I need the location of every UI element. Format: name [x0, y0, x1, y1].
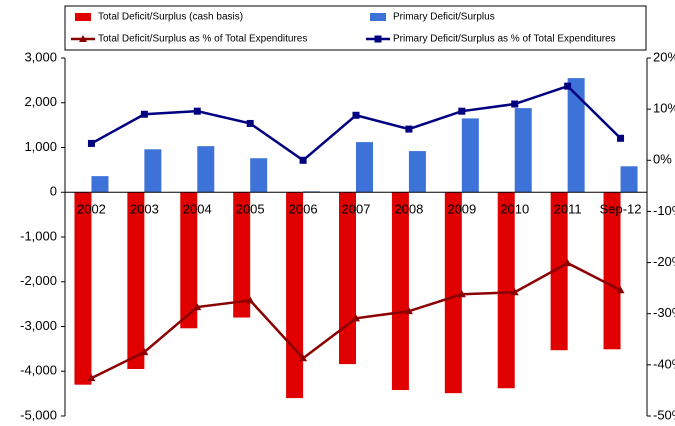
marker	[405, 125, 413, 133]
x-tick-label: 2003	[130, 202, 159, 217]
legend-label: Total Deficit/Surplus as % of Total Expe…	[98, 34, 307, 45]
marker	[563, 259, 572, 267]
bar	[620, 166, 638, 193]
bar	[603, 192, 621, 350]
y2-tick-label: -10%	[653, 203, 675, 218]
marker	[87, 374, 96, 382]
legend-box	[64, 5, 647, 51]
bar	[408, 151, 426, 193]
x-tick-label: 2005	[236, 202, 265, 217]
bar	[514, 108, 532, 193]
marker	[299, 354, 308, 362]
y2-tick-label: -50%	[653, 407, 675, 422]
marker	[352, 111, 360, 119]
marker	[564, 82, 572, 90]
legend-label: Primary Deficit/Surplus	[393, 12, 495, 23]
y2-tick-label: 10%	[653, 101, 675, 116]
marker	[140, 348, 149, 356]
legend-marker	[79, 35, 87, 42]
bar	[91, 176, 109, 193]
bar	[197, 146, 215, 193]
bar	[356, 142, 373, 193]
x-tick-label: 2009	[447, 202, 476, 217]
bar	[391, 192, 409, 391]
y-tick-label: 0	[50, 184, 57, 199]
legend-swatch	[75, 13, 91, 21]
bar	[144, 149, 162, 193]
marker	[246, 119, 254, 127]
legend-marker	[374, 35, 382, 43]
x-tick-label: 2002	[77, 202, 106, 217]
y-tick-label: -2,000	[20, 273, 57, 288]
y2-tick-label: -40%	[653, 356, 675, 371]
marker	[299, 156, 307, 164]
legend-label: Total Deficit/Surplus (cash basis)	[98, 12, 243, 23]
bar	[550, 192, 568, 351]
bar	[127, 192, 145, 370]
bar	[180, 192, 198, 329]
y2-tick-label: -20%	[653, 254, 675, 269]
bar	[250, 158, 268, 193]
marker	[617, 134, 625, 142]
bar	[497, 192, 515, 389]
bar	[339, 192, 356, 365]
marker	[193, 303, 202, 311]
marker	[246, 296, 255, 304]
marker	[87, 139, 95, 147]
bar	[567, 78, 585, 193]
legend-swatch	[370, 13, 386, 21]
marker	[140, 110, 148, 118]
y2-tick-label: 0%	[653, 152, 672, 167]
y-tick-label: 2,000	[24, 94, 57, 109]
bar	[444, 192, 462, 394]
x-tick-label: Sep-12	[600, 202, 642, 217]
y-tick-label: -1,000	[20, 228, 57, 243]
marker	[193, 107, 201, 115]
bar	[233, 192, 251, 318]
marker	[458, 107, 466, 115]
x-tick-label: 2004	[183, 202, 212, 217]
bar	[286, 192, 304, 399]
bar	[74, 192, 92, 385]
y-tick-label: -5,000	[20, 407, 57, 422]
bar	[461, 118, 479, 193]
y-tick-label: 1,000	[24, 139, 57, 154]
marker	[457, 290, 466, 298]
x-tick-label: 2011	[554, 202, 582, 217]
y2-tick-label: -30%	[653, 305, 675, 320]
x-tick-label: 2010	[500, 202, 529, 217]
marker	[404, 307, 413, 315]
marker	[352, 314, 360, 322]
marker	[511, 100, 519, 108]
y-tick-label: -3,000	[20, 318, 57, 333]
x-tick-label: 2008	[394, 202, 423, 217]
x-tick-label: 2006	[289, 202, 318, 217]
y2-tick-label: 20%	[653, 49, 675, 64]
marker	[510, 288, 519, 296]
legend-label: Primary Deficit/Surplus as % of Total Ex…	[393, 34, 616, 45]
y-tick-label: -4,000	[20, 363, 57, 378]
y-tick-label: 3,000	[24, 49, 57, 64]
marker	[616, 286, 625, 294]
x-tick-label: 2007	[342, 202, 371, 217]
